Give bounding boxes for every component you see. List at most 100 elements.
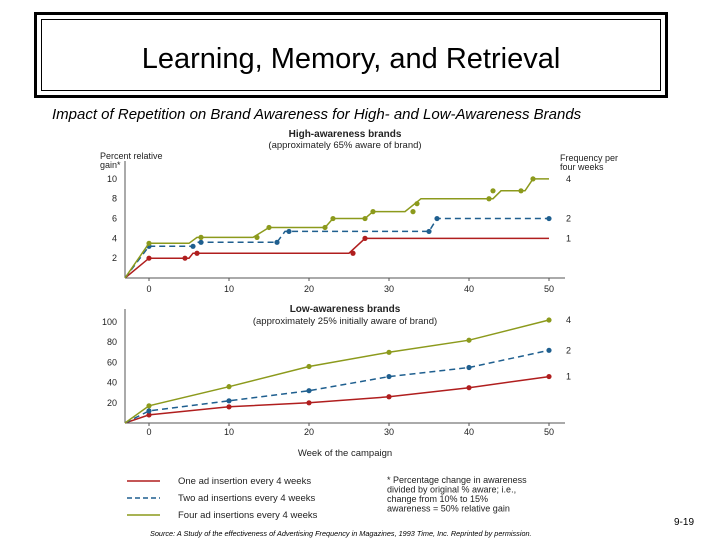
data-point — [410, 209, 416, 215]
data-point — [146, 403, 152, 409]
series-end-label: 2 — [566, 345, 571, 355]
data-point — [182, 255, 188, 261]
y-axis-label: Percent relative — [100, 151, 163, 161]
series-end-label: 4 — [566, 315, 571, 325]
title-box: Learning, Memory, and Retrieval — [34, 12, 668, 98]
frequency-label: Frequency per — [560, 153, 618, 163]
y-tick-label: 60 — [107, 357, 117, 367]
y-axis-label: gain* — [100, 160, 121, 170]
data-point — [518, 188, 524, 194]
slide-subtitle: Impact of Repetition on Brand Awareness … — [52, 106, 582, 123]
series-line-4 — [124, 319, 550, 424]
data-point — [330, 215, 336, 222]
x-tick-label: 20 — [304, 427, 314, 437]
y-tick-label: 6 — [112, 214, 117, 224]
data-point — [254, 234, 260, 240]
page-number: 9-19 — [674, 517, 695, 528]
y-tick-label: 40 — [107, 378, 117, 388]
data-point — [274, 239, 280, 245]
panel-subtitle: (approximately 65% aware of brand) — [268, 140, 421, 151]
series-line-4 — [124, 178, 549, 279]
x-tick-label: 10 — [224, 284, 234, 294]
series-end-label: 1 — [566, 233, 571, 243]
data-point — [146, 255, 152, 261]
data-point — [546, 317, 552, 323]
footnote-line: awareness = 50% relative gain — [387, 504, 510, 514]
panel-title: High-awareness brands — [289, 129, 402, 140]
data-point — [546, 347, 552, 353]
series-line-1 — [124, 375, 550, 424]
data-point — [546, 215, 552, 222]
x-tick-label: 30 — [384, 427, 394, 437]
data-point — [146, 408, 152, 414]
series-end-label: 4 — [566, 174, 571, 184]
x-axis-label: Week of the campaign — [298, 448, 392, 459]
series-line-1 — [124, 237, 549, 279]
data-point — [226, 384, 232, 390]
data-point — [350, 250, 356, 256]
data-point — [146, 412, 152, 418]
x-tick-label: 0 — [146, 427, 151, 437]
data-point — [306, 388, 312, 394]
data-point — [530, 176, 536, 182]
source-note: Source: A Study of the effectiveness of … — [150, 529, 532, 538]
y-tick-label: 10 — [107, 174, 117, 184]
data-point — [198, 234, 204, 240]
data-point — [546, 373, 552, 380]
data-point — [198, 239, 204, 245]
x-tick-label: 40 — [464, 284, 474, 294]
data-point — [322, 224, 328, 231]
high-awareness-chart: High-awareness brands(approximately 65% … — [100, 129, 618, 294]
data-point — [426, 228, 432, 235]
panel-title: Low-awareness brands — [290, 304, 401, 315]
footnote-line: * Percentage change in awareness — [387, 475, 527, 485]
x-tick-label: 50 — [544, 284, 554, 294]
low-awareness-chart: Low-awareness brands(approximately 25% i… — [102, 304, 571, 459]
legend-label: Two ad insertions every 4 weeks — [178, 493, 316, 504]
data-point — [190, 243, 196, 249]
series-end-label: 1 — [566, 372, 571, 382]
data-point — [226, 398, 232, 404]
data-point — [414, 201, 420, 207]
data-point — [362, 235, 368, 241]
frequency-label: four weeks — [560, 162, 604, 172]
data-point — [146, 240, 152, 246]
data-point — [466, 364, 472, 371]
data-point — [466, 385, 472, 391]
data-point — [386, 394, 392, 400]
x-tick-label: 30 — [384, 284, 394, 294]
title-frame: Learning, Memory, and Retrieval — [41, 19, 661, 91]
data-point — [386, 373, 392, 380]
data-point — [434, 215, 440, 222]
legend-label: Four ad insertions every 4 weeks — [178, 510, 318, 521]
y-tick-label: 4 — [112, 233, 117, 243]
data-point — [466, 337, 472, 343]
data-point — [306, 363, 312, 370]
data-point — [286, 228, 292, 235]
y-tick-label: 100 — [102, 317, 117, 327]
data-point — [226, 404, 232, 410]
footnote-line: change from 10% to 15% — [387, 494, 488, 504]
data-point — [486, 196, 492, 202]
x-tick-label: 10 — [224, 427, 234, 437]
data-point — [362, 215, 368, 222]
y-tick-label: 20 — [107, 398, 117, 408]
data-point — [306, 400, 312, 406]
legend-label: One ad insertion every 4 weeks — [178, 476, 311, 487]
data-point — [490, 188, 496, 194]
x-tick-label: 20 — [304, 284, 314, 294]
y-tick-label: 8 — [112, 194, 117, 204]
series-line-2 — [124, 217, 549, 279]
footnote-line: divided by original % aware; i.e., — [387, 485, 516, 495]
y-tick-label: 80 — [107, 337, 117, 347]
data-point — [386, 349, 392, 355]
series-end-label: 2 — [566, 214, 571, 224]
legend: One ad insertion every 4 weeks Two ad ins… — [127, 475, 527, 521]
x-tick-label: 0 — [146, 284, 151, 294]
data-point — [266, 224, 272, 231]
y-tick-label: 2 — [112, 253, 117, 263]
slide-title: Learning, Memory, and Retrieval — [141, 42, 561, 75]
x-tick-label: 40 — [464, 427, 474, 437]
x-tick-label: 50 — [544, 427, 554, 437]
data-point — [370, 209, 376, 215]
